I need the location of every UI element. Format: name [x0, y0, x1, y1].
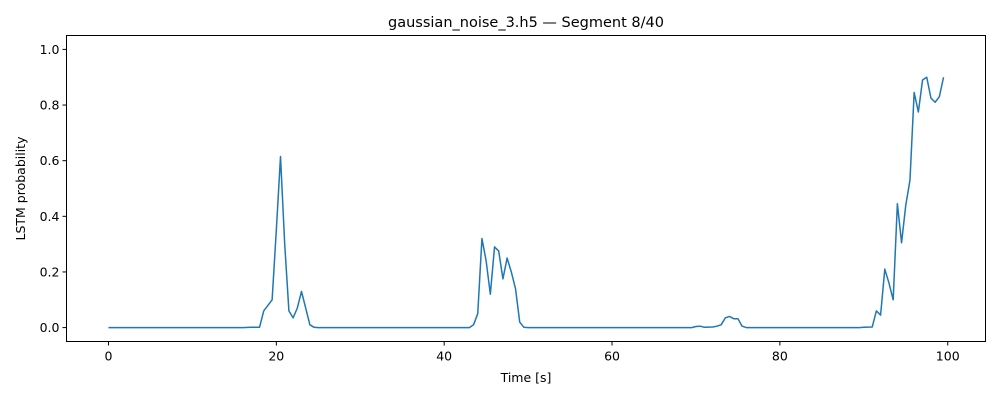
x-axis: 0 20 40 60 80 100: [104, 341, 960, 364]
x-tick-label: 100: [936, 349, 960, 364]
x-axis-label: Time [s]: [500, 370, 552, 385]
x-tick-label: 80: [772, 349, 788, 364]
x-tick-label: 20: [268, 349, 284, 364]
y-tick-label: 0.0: [40, 320, 60, 335]
y-tick-label: 0.4: [40, 209, 60, 224]
chart-title: gaussian_noise_3.h5 — Segment 8/40: [388, 15, 664, 31]
plot-area: [108, 76, 945, 329]
y-tick-label: 0.8: [40, 98, 60, 113]
y-tick-label: 0.6: [40, 153, 60, 168]
y-axis-label: LSTM probability: [13, 136, 28, 241]
x-tick-label: 0: [104, 349, 112, 364]
series-line-0: [108, 76, 945, 329]
plot-frame: [66, 35, 986, 342]
y-tick-label: 0.2: [40, 264, 60, 279]
x-tick-label: 60: [604, 349, 620, 364]
y-axis: 0.0 0.2 0.4 0.6 0.8 1.0: [40, 42, 67, 335]
x-tick-label: 40: [436, 349, 452, 364]
y-tick-label: 1.0: [40, 42, 60, 57]
